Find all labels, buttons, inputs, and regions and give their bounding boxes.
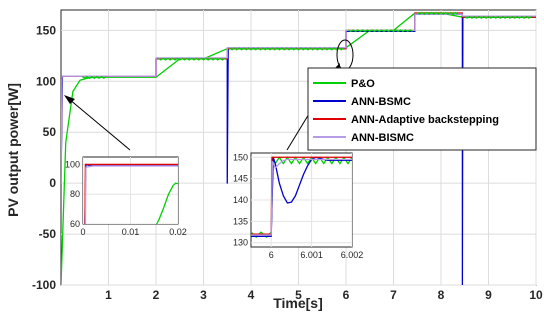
- inset-y-tick-label: 60: [70, 219, 80, 229]
- inset-y-tick-label: 140: [233, 195, 248, 205]
- inset-y-tick-label: 135: [233, 216, 248, 226]
- y-axis-label: PV output power[W]: [5, 83, 21, 217]
- inset-y-tick-label: 145: [233, 174, 248, 184]
- legend-label-ann-bsmc: ANN-BSMC: [351, 96, 411, 108]
- x-tick-label: 8: [438, 288, 445, 302]
- inset-zoom-start: 0 0.01 0.02 60 80 100: [65, 156, 187, 237]
- legend-label-ann-bismc: ANN-BISMC: [351, 132, 414, 144]
- x-tick-label: 7: [390, 288, 397, 302]
- series-ripple-po: [82, 75, 107, 79]
- inset-y-tick-label: 100: [65, 159, 80, 169]
- series-line-po: [156, 182, 178, 224]
- series-ripple-po: [229, 47, 344, 51]
- inset-y-tick-label: 130: [233, 238, 248, 248]
- x-tick-label: 4: [248, 288, 255, 302]
- inset-x-tick-label: 6.002: [341, 250, 364, 260]
- x-tick-label: 3: [200, 288, 207, 302]
- x-tick-label: 1: [105, 288, 112, 302]
- inset-x-tick-label: 6: [269, 250, 274, 260]
- inset-zoom-step-6s: 6 6.001 6.002 130 135 140 145 150: [233, 152, 363, 260]
- arrow-head-left: [64, 95, 75, 104]
- inset-x-tick-label: 0.01: [122, 227, 140, 237]
- series-ripple-po: [416, 11, 458, 15]
- inset-y-tick-label: 80: [70, 189, 80, 199]
- y-tick-label: -100: [32, 278, 56, 292]
- y-tick-label: 0: [49, 176, 56, 190]
- inset-x-tick-label: 0.02: [169, 227, 187, 237]
- legend-label-ann-adaptive-backstepping: ANN-Adaptive backstepping: [351, 114, 499, 126]
- series-ripple-po: [464, 15, 532, 19]
- series-line-ann-bsmc: [251, 156, 352, 237]
- x-tick-label: 5: [295, 288, 302, 302]
- series-ripple-po: [158, 57, 226, 61]
- y-tick-label: -50: [39, 227, 57, 241]
- legend-label-po: P&O: [351, 78, 375, 90]
- y-tick-label: 50: [43, 125, 57, 139]
- x-tick-label: 9: [485, 288, 492, 302]
- y-tick-label: 100: [36, 74, 56, 88]
- series-ripple-po: [348, 29, 413, 33]
- inset-y-tick-label: 150: [233, 152, 248, 162]
- series-line-ann-bismc: [84, 165, 178, 224]
- inset-x-tick-label: 0: [80, 227, 85, 237]
- series-line-ann-bismc: [61, 13, 536, 184]
- y-tick-label: 150: [36, 23, 56, 37]
- x-tick-label: 2: [153, 288, 160, 302]
- x-axis-label: Time[s]: [273, 295, 323, 311]
- inset-arrow-left: [68, 98, 131, 151]
- inset-x-tick-label: 6.001: [300, 250, 323, 260]
- series-line-ann-bismc: [251, 158, 352, 236]
- x-tick-label: 10: [529, 288, 543, 302]
- legend: P&O ANN-BSMC ANN-Adaptive backstepping A…: [307, 67, 537, 151]
- x-tick-label: 6: [343, 288, 350, 302]
